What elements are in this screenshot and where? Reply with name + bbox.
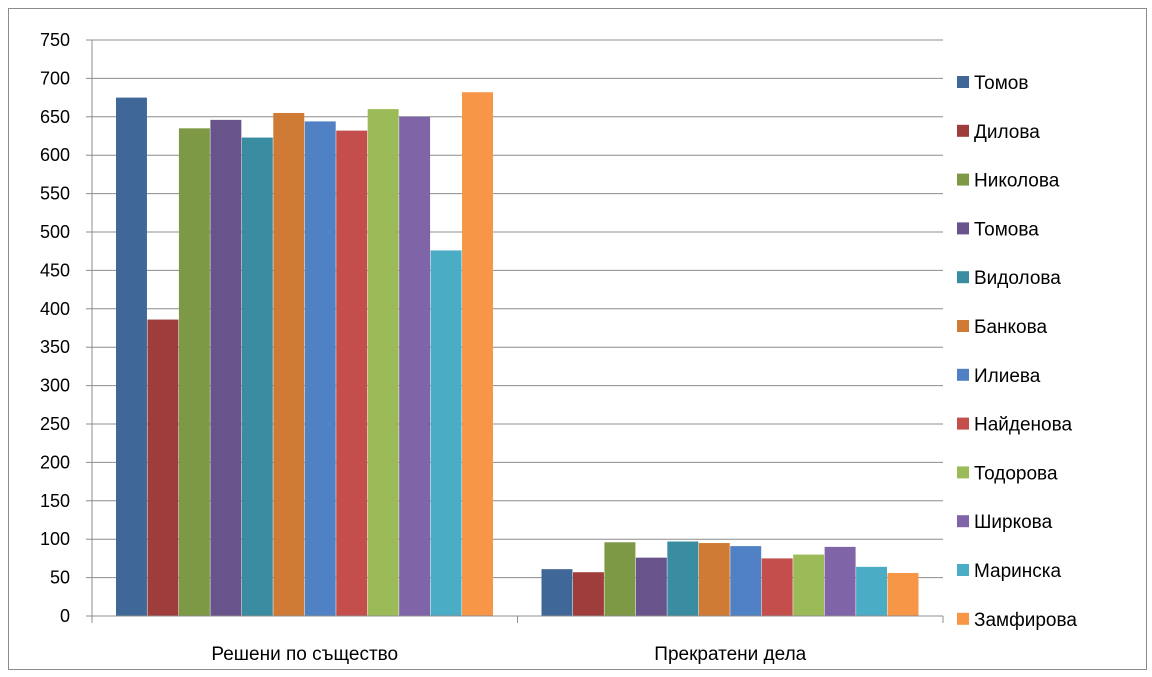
legend-swatch bbox=[957, 368, 969, 381]
y-tick-label: 250 bbox=[40, 414, 70, 434]
x-category-label: Решени по същество bbox=[211, 644, 398, 665]
legend-label: Замфирова bbox=[974, 610, 1077, 631]
legend-swatch bbox=[957, 124, 969, 137]
bar bbox=[793, 554, 825, 616]
legend-swatch bbox=[957, 222, 969, 235]
bar bbox=[824, 546, 856, 616]
y-tick-label: 750 bbox=[40, 30, 70, 50]
bar bbox=[635, 557, 667, 616]
y-tick-label: 350 bbox=[40, 337, 70, 357]
legend-label: Видолова bbox=[974, 268, 1061, 289]
legend-swatch bbox=[957, 417, 969, 430]
x-category-label: Прекратени дела bbox=[654, 644, 806, 665]
legend-swatch bbox=[957, 515, 969, 528]
y-tick-label: 150 bbox=[40, 491, 70, 511]
y-tick-label: 200 bbox=[40, 452, 70, 472]
legend-swatch bbox=[957, 564, 969, 576]
legend: Томов Дилова Николова Томова Видолова Банкова… bbox=[957, 73, 1077, 631]
y-tick-label: 400 bbox=[40, 299, 70, 319]
bar bbox=[147, 319, 179, 616]
legend-swatch bbox=[957, 612, 969, 625]
y-tick-label: 650 bbox=[40, 107, 70, 127]
legend-label: Илиева bbox=[974, 366, 1041, 387]
legend-label: Ширкова bbox=[974, 512, 1053, 533]
legend-swatch bbox=[957, 320, 969, 332]
legend-swatch bbox=[957, 466, 969, 479]
bar bbox=[367, 109, 399, 617]
bar bbox=[430, 250, 462, 616]
bars bbox=[116, 92, 919, 617]
bar bbox=[856, 566, 888, 616]
legend-swatch bbox=[957, 271, 969, 284]
bar bbox=[399, 116, 431, 617]
bar bbox=[241, 137, 273, 617]
legend-label: Найденова bbox=[974, 415, 1072, 436]
bar bbox=[667, 541, 699, 616]
bar bbox=[273, 112, 305, 617]
y-tick-label: 500 bbox=[40, 222, 70, 242]
legend-label: Тодорова bbox=[974, 463, 1058, 484]
legend-label: Маринска bbox=[974, 561, 1062, 582]
bar bbox=[730, 546, 762, 616]
legend-label: Николова bbox=[974, 171, 1060, 192]
bar bbox=[210, 119, 242, 617]
bar bbox=[304, 121, 336, 616]
x-axis: Решени по същество Прекратени дела bbox=[91, 615, 944, 665]
bar bbox=[116, 97, 147, 617]
y-tick-label: 550 bbox=[40, 184, 70, 204]
y-tick-label: 0 bbox=[60, 606, 70, 626]
y-axis: 0 50 100 150 200 250 300 350 400 450 500 550 600 650 7… bbox=[40, 30, 93, 626]
bar bbox=[698, 543, 730, 616]
bar bbox=[462, 92, 493, 617]
bar bbox=[541, 569, 573, 616]
legend-label: Томов bbox=[974, 73, 1028, 94]
bar bbox=[572, 572, 604, 616]
legend-label: Дилова bbox=[974, 122, 1040, 143]
y-tick-label: 600 bbox=[40, 145, 70, 165]
bar bbox=[336, 130, 368, 616]
legend-swatch bbox=[957, 76, 969, 88]
y-tick-label: 100 bbox=[40, 529, 70, 549]
legend-label: Томова bbox=[974, 219, 1039, 240]
bar bbox=[887, 572, 919, 616]
bar bbox=[178, 128, 210, 616]
y-tick-label: 700 bbox=[40, 68, 70, 88]
bar bbox=[604, 542, 636, 616]
legend-swatch bbox=[957, 173, 969, 186]
bar bbox=[761, 558, 793, 616]
y-tick-label: 450 bbox=[40, 260, 70, 280]
legend-label: Банкова bbox=[974, 317, 1048, 338]
y-tick-label: 50 bbox=[50, 568, 70, 588]
y-tick-label: 300 bbox=[40, 376, 70, 396]
